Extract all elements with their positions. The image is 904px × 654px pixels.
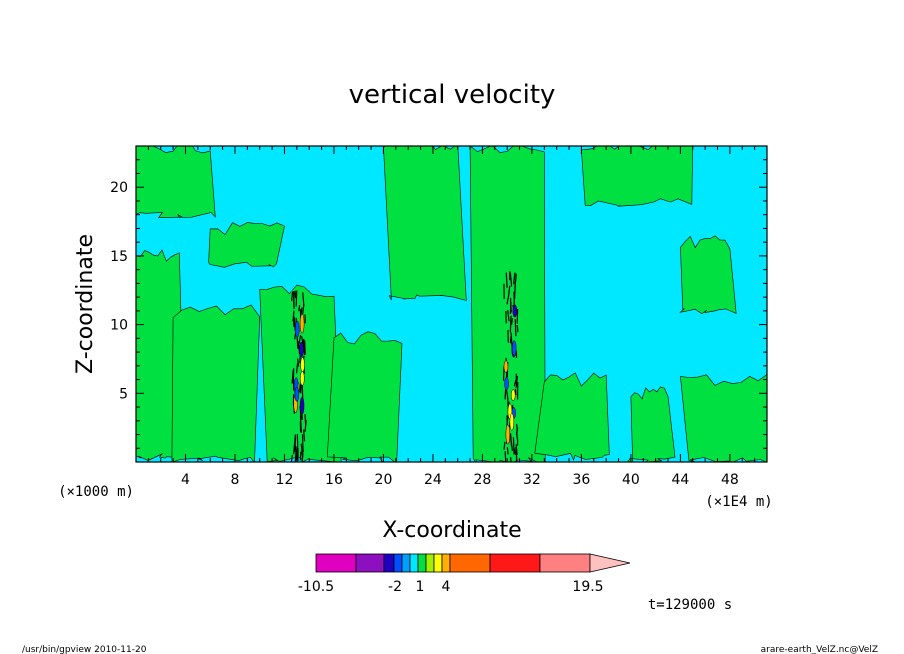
colorbar-label: 19.5 [572, 579, 603, 595]
green-region [136, 146, 216, 219]
colorbar-cell [425, 553, 435, 573]
convection-layer [290, 269, 519, 462]
colorbar-label: 4 [442, 579, 451, 595]
green-region [581, 146, 693, 207]
y-axis: 5 10 15 20 [110, 159, 767, 449]
y-tick-label: 20 [110, 180, 128, 196]
colorbar-cell [401, 553, 411, 573]
y-tick-label: 5 [119, 386, 128, 402]
y-tick-label: 10 [110, 318, 128, 334]
x-tick-label: 16 [325, 472, 343, 488]
green-region [534, 372, 610, 461]
colorbar-cell [355, 553, 385, 573]
x-tick-label: 36 [572, 472, 590, 488]
x-tick-label: 32 [523, 472, 541, 488]
green-region [208, 222, 285, 268]
plot-area [135, 145, 768, 463]
colorbar-cell [383, 553, 395, 573]
x-axis: 4 8 12 16 20 24 28 32 36 40 44 48 [147, 146, 756, 488]
green-region [383, 146, 467, 301]
x-axis-label: X-coordinate [382, 518, 521, 543]
green-region [679, 235, 737, 315]
colorbar-label: -10.5 [298, 579, 334, 595]
green-region [627, 386, 676, 462]
plot-frame [135, 145, 768, 463]
colorbar-cell [539, 553, 591, 573]
colorbar-cell [315, 553, 357, 573]
colorbar-cell [441, 553, 451, 573]
colorbar-cell [433, 553, 443, 573]
time-label: t=129000 s [648, 597, 732, 613]
colorbar-cell [417, 553, 427, 573]
y-tick-label: 15 [110, 249, 128, 265]
x-tick-label: 48 [721, 472, 739, 488]
green-region [326, 331, 403, 462]
x-tick-label: 44 [671, 472, 689, 488]
x-tick-label: 4 [181, 472, 190, 488]
colorbar-label: 1 [416, 579, 425, 595]
x-unit-left: (×1000 m) [58, 484, 134, 500]
convection-column [290, 290, 308, 462]
green-contour-layer [136, 146, 767, 462]
x-tick-label: 12 [276, 472, 294, 488]
chart-title: vertical velocity [349, 80, 556, 110]
x-tick-label: 24 [424, 472, 442, 488]
x-unit-right: (×1E4 m) [705, 494, 772, 510]
x-tick-label: 20 [375, 472, 393, 488]
green-region [680, 374, 767, 462]
x-tick-label: 28 [474, 472, 492, 488]
x-tick-label: 8 [231, 472, 240, 488]
colorbar-extension [589, 553, 631, 573]
colorbar-cell [489, 553, 541, 573]
colorbar-cell [393, 553, 403, 573]
green-region [171, 304, 261, 462]
footer-right: arare-earth_VelZ.nc@VelZ [761, 645, 878, 654]
y-axis-label: Z-coordinate [73, 234, 98, 374]
colorbar-cell [409, 553, 419, 573]
colorbar-label: -2 [388, 579, 402, 595]
convection-column [502, 269, 519, 462]
colorbar: -10.5 -2 1 4 19.5 [298, 553, 631, 595]
colorbar-cell [449, 553, 491, 573]
x-tick-label: 40 [622, 472, 640, 488]
footer-left: /usr/bin/gpview 2010-11-20 [22, 645, 147, 654]
